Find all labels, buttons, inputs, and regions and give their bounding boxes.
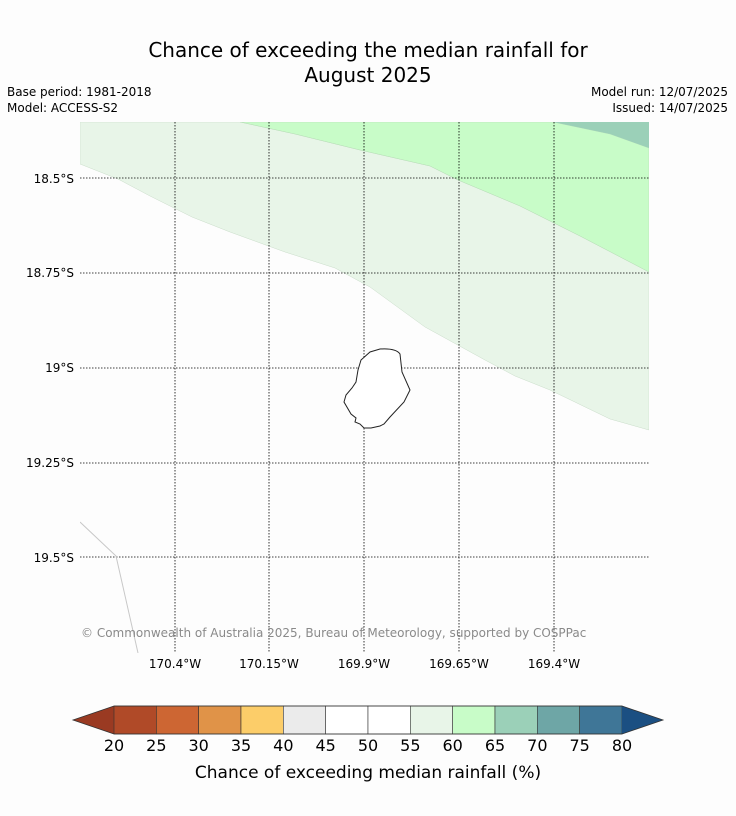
title-line-2: August 2025 xyxy=(304,63,432,87)
colorbar-tick-label: 55 xyxy=(400,736,421,755)
zone-65-70 xyxy=(553,122,649,148)
colorbar-outline xyxy=(71,705,665,735)
meta-right: Model run: 12/07/2025 Issued: 14/07/2025 xyxy=(591,84,728,116)
lat-label-18-5: 18.5°S xyxy=(33,172,74,186)
title-line-1: Chance of exceeding the median rainfall … xyxy=(148,38,588,62)
colorbar-segment xyxy=(452,705,496,735)
colorbar-segment xyxy=(579,705,623,735)
lon-label-169-4: 169.4°W xyxy=(527,657,581,671)
map-title: Chance of exceeding the median rainfall … xyxy=(0,38,736,88)
colorbar-tick-label: 80 xyxy=(611,736,633,755)
lat-label-18-75: 18.75°S xyxy=(26,266,74,280)
colorbar-tick-label: 75 xyxy=(569,736,590,755)
colorbar-segment xyxy=(410,705,453,735)
colorbar-segment xyxy=(113,705,157,735)
issued-date: Issued: 14/07/2025 xyxy=(612,101,728,115)
colorbar-tick-label: 70 xyxy=(527,736,548,755)
lat-label-19: 19°S xyxy=(45,361,74,375)
island-outline xyxy=(343,348,411,429)
colorbar-segment xyxy=(325,705,369,735)
colorbar-segment xyxy=(240,705,284,735)
colorbar-segment xyxy=(367,705,411,735)
colorbar-tick-label: 65 xyxy=(484,736,506,755)
colorbar-low-extend xyxy=(73,706,114,734)
lat-label-19-25: 19.25°S xyxy=(26,456,74,470)
colorbar-segment xyxy=(537,705,580,735)
colorbar-tick-label: 30 xyxy=(188,736,209,755)
meta-left: Base period: 1981-2018 Model: ACCESS-S2 xyxy=(7,84,152,116)
colorbar-tick-label: 60 xyxy=(442,736,463,755)
lon-label-169-65: 169.65°W xyxy=(429,657,489,671)
lon-label-170-4: 170.4°W xyxy=(148,657,202,671)
colorbar-segment xyxy=(198,705,242,735)
colorbar-tick-label: 25 xyxy=(146,736,167,755)
map-canvas xyxy=(80,122,649,653)
lon-label-169-9: 169.9°W xyxy=(337,657,391,671)
colorbar-segment xyxy=(494,705,538,735)
model-name: Model: ACCESS-S2 xyxy=(7,101,119,115)
colorbar-tick-label: 50 xyxy=(357,736,379,755)
colorbar-segment xyxy=(156,705,199,735)
colorbar-tick-label: 20 xyxy=(103,736,125,755)
colorbar-tick-label: 45 xyxy=(315,736,336,755)
colorbar xyxy=(71,705,665,735)
boundary-line xyxy=(80,521,139,653)
model-run: Model run: 12/07/2025 xyxy=(590,85,728,99)
colorbar-label: Chance of exceeding median rainfall (%) xyxy=(194,763,542,783)
copyright-notice: © Commonwealth of Australia 2025, Bureau… xyxy=(81,626,587,640)
colorbar-tick-label: 40 xyxy=(273,736,294,755)
colorbar-segments xyxy=(113,705,623,735)
base-period: Base period: 1981-2018 xyxy=(7,85,152,99)
colorbar-tick-label: 35 xyxy=(230,736,252,755)
gridlines xyxy=(80,122,649,653)
colorbar-high-extend xyxy=(622,706,663,734)
lat-label-19-5: 19.5°S xyxy=(33,551,74,565)
lon-label-170-15: 170.15°W xyxy=(239,657,299,671)
colorbar-segment xyxy=(283,705,326,735)
